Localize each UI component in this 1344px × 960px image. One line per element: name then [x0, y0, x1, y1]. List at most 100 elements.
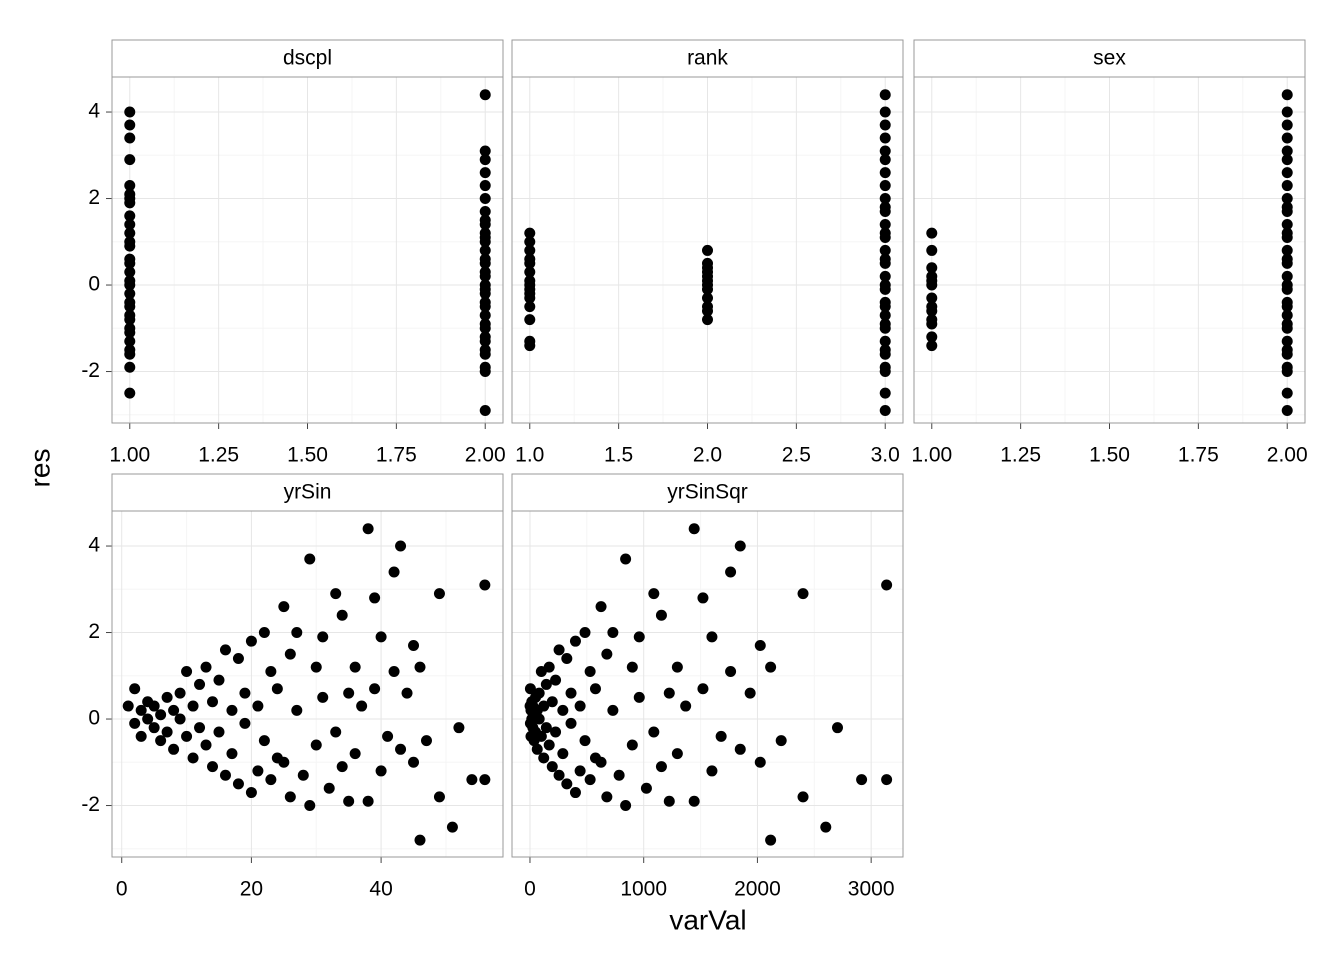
x-tick-label: 3.0 [871, 444, 900, 467]
point [524, 227, 536, 239]
point [278, 601, 290, 613]
x-tick-label: 2.0 [693, 444, 722, 467]
x-tick-label: 1.0 [515, 444, 544, 467]
y-tick-label: 4 [88, 534, 100, 557]
strip-title: rank [687, 47, 728, 70]
point [369, 683, 381, 695]
point [124, 344, 136, 356]
point [926, 340, 938, 352]
point [702, 314, 713, 326]
point [343, 687, 355, 699]
point [446, 821, 458, 833]
point [258, 735, 270, 747]
point [479, 193, 491, 205]
point [725, 566, 737, 578]
x-tick-label: 2.00 [465, 444, 506, 467]
point [124, 296, 136, 308]
panel-border [511, 510, 904, 858]
point [174, 713, 186, 725]
y-tick-label: 4 [88, 100, 100, 123]
point [479, 301, 491, 313]
point [620, 553, 632, 565]
point [124, 266, 136, 278]
point [531, 743, 543, 755]
point [879, 218, 891, 230]
point [168, 704, 180, 716]
point [200, 661, 212, 673]
point [926, 318, 938, 330]
strip [511, 473, 904, 512]
point [538, 752, 550, 764]
point [336, 609, 348, 621]
x-tick-label: 20 [240, 878, 263, 901]
point [124, 218, 136, 230]
x-tick-label: 1.50 [287, 444, 328, 467]
point [702, 305, 713, 317]
point [323, 782, 335, 794]
point [226, 748, 238, 760]
point [879, 344, 891, 356]
point [271, 683, 283, 695]
point [349, 748, 361, 760]
point [879, 309, 891, 321]
point [362, 523, 374, 535]
point [124, 309, 136, 321]
point [1281, 227, 1293, 239]
point [135, 704, 147, 716]
point [1281, 89, 1293, 101]
point [1281, 119, 1293, 131]
x-tick-label: 3000 [848, 878, 895, 901]
point [607, 704, 619, 716]
point [124, 210, 136, 222]
point [879, 106, 891, 118]
point [375, 765, 387, 777]
point [124, 132, 136, 144]
panel-border [511, 76, 904, 424]
point [926, 275, 938, 287]
point [663, 795, 675, 807]
point [479, 253, 491, 265]
strip-title: yrSinSqr [667, 481, 748, 504]
point [589, 683, 601, 695]
point [369, 592, 381, 604]
point [725, 665, 737, 677]
point [540, 722, 552, 734]
point [310, 661, 322, 673]
point [540, 678, 552, 690]
point [663, 687, 675, 699]
point [879, 201, 891, 213]
point [569, 635, 581, 647]
point [879, 335, 891, 347]
point [284, 791, 296, 803]
point [124, 387, 136, 399]
point [754, 756, 766, 768]
point [879, 366, 891, 378]
point [879, 132, 891, 144]
point [479, 227, 491, 239]
x-tick-label: 2.5 [782, 444, 811, 467]
point [655, 609, 667, 621]
point [479, 344, 491, 356]
point [1281, 344, 1293, 356]
point [688, 523, 700, 535]
point [124, 119, 136, 131]
point [122, 700, 134, 712]
point [1281, 193, 1293, 205]
point [697, 592, 709, 604]
point [648, 588, 660, 600]
point [124, 180, 136, 192]
point [831, 722, 843, 734]
point [297, 769, 309, 781]
point [879, 253, 891, 265]
point [680, 700, 692, 712]
point [330, 726, 342, 738]
point [926, 244, 938, 256]
point [187, 700, 199, 712]
point [336, 761, 348, 773]
point [626, 739, 638, 751]
panel-border [111, 510, 504, 858]
point [124, 275, 136, 287]
x-tick-label: 40 [369, 878, 392, 901]
x-tick-label: 2.00 [1267, 444, 1308, 467]
point [926, 331, 938, 343]
